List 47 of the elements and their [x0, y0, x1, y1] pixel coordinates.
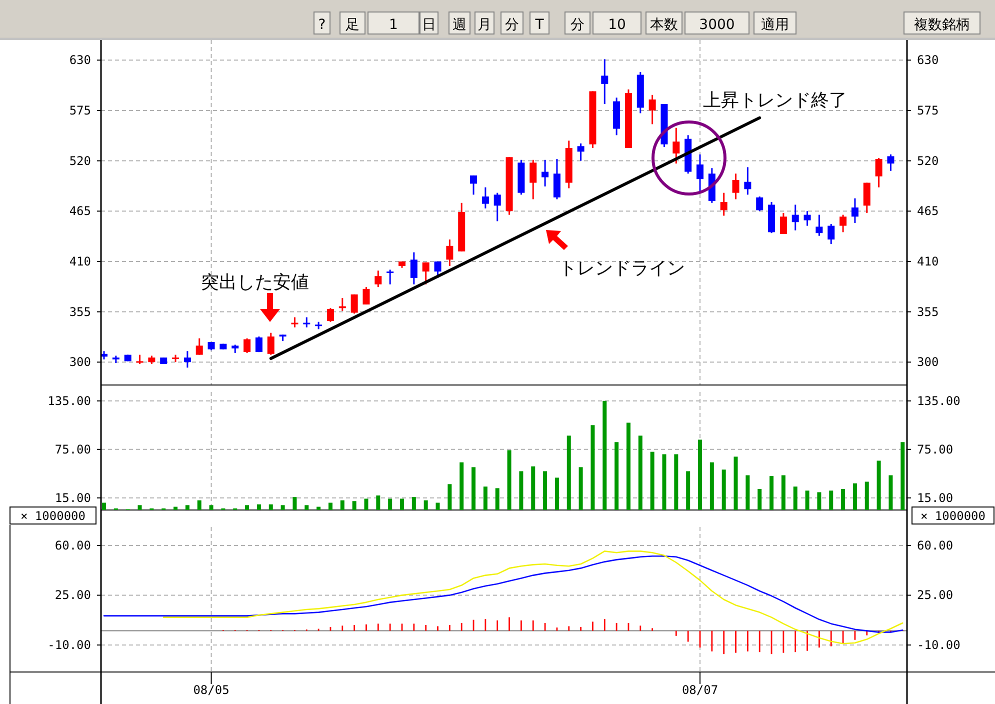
text: 10 [608, 17, 626, 33]
y2-tick-label: 575 [917, 103, 939, 118]
y-tick-label: 355 [69, 304, 91, 319]
y-tick-label: 75.00 [54, 442, 91, 456]
annotation: 上昇トレンド終了 [703, 90, 847, 111]
y-tick-label: 60.00 [54, 538, 91, 552]
y2-tick-label: 630 [917, 53, 939, 68]
text: 1 [389, 17, 398, 33]
text: 分 [505, 17, 519, 33]
text: ? [318, 17, 326, 33]
text: 本数 [650, 17, 678, 33]
text: 日 [422, 17, 436, 33]
text: T [534, 17, 544, 33]
annotation: トレンドライン [559, 258, 685, 279]
text: 月 [478, 17, 492, 33]
y2-tick-label: 15.00 [917, 490, 954, 505]
y-tick-label: 300 [69, 355, 91, 370]
annotation: 突出した安値 [201, 272, 309, 293]
x-tick-label: 08/07 [682, 683, 718, 697]
y-tick-label: 465 [69, 204, 91, 218]
text: 複数銘柄 [914, 17, 970, 33]
y-tick-label: 575 [69, 103, 91, 118]
y2-tick-label: 300 [917, 355, 939, 370]
y-tick-label: 135.00 [48, 394, 91, 408]
y2-tick-label: 410 [917, 254, 939, 268]
y-tick-label: 15.00 [54, 490, 91, 505]
y2-tick-label: 520 [917, 154, 939, 168]
y2-tick-label: 135.00 [917, 394, 960, 408]
x-tick-label: 08/05 [193, 683, 230, 697]
text: 3000 [699, 17, 735, 33]
y2-tick-label: 25.00 [917, 588, 954, 602]
text: 分 [570, 17, 584, 33]
text: 適用 [761, 17, 789, 33]
y-tick-label: 25.00 [54, 588, 91, 602]
y2-tick-label: 355 [917, 304, 939, 319]
y2-tick-label: 60.00 [917, 538, 954, 552]
y-tick-label: -10.00 [48, 638, 91, 652]
y-tick-label: 630 [69, 53, 91, 68]
y2-tick-label: 75.00 [917, 442, 954, 456]
text: 週 [452, 17, 466, 33]
y-tick-label: 410 [69, 254, 91, 268]
y2-tick-label: 465 [917, 204, 939, 218]
text: × 1000000 [20, 509, 86, 523]
text: 足 [346, 17, 360, 33]
text: × 1000000 [920, 509, 986, 523]
y-tick-label: 520 [69, 154, 91, 168]
y2-tick-label: -10.00 [917, 638, 960, 652]
